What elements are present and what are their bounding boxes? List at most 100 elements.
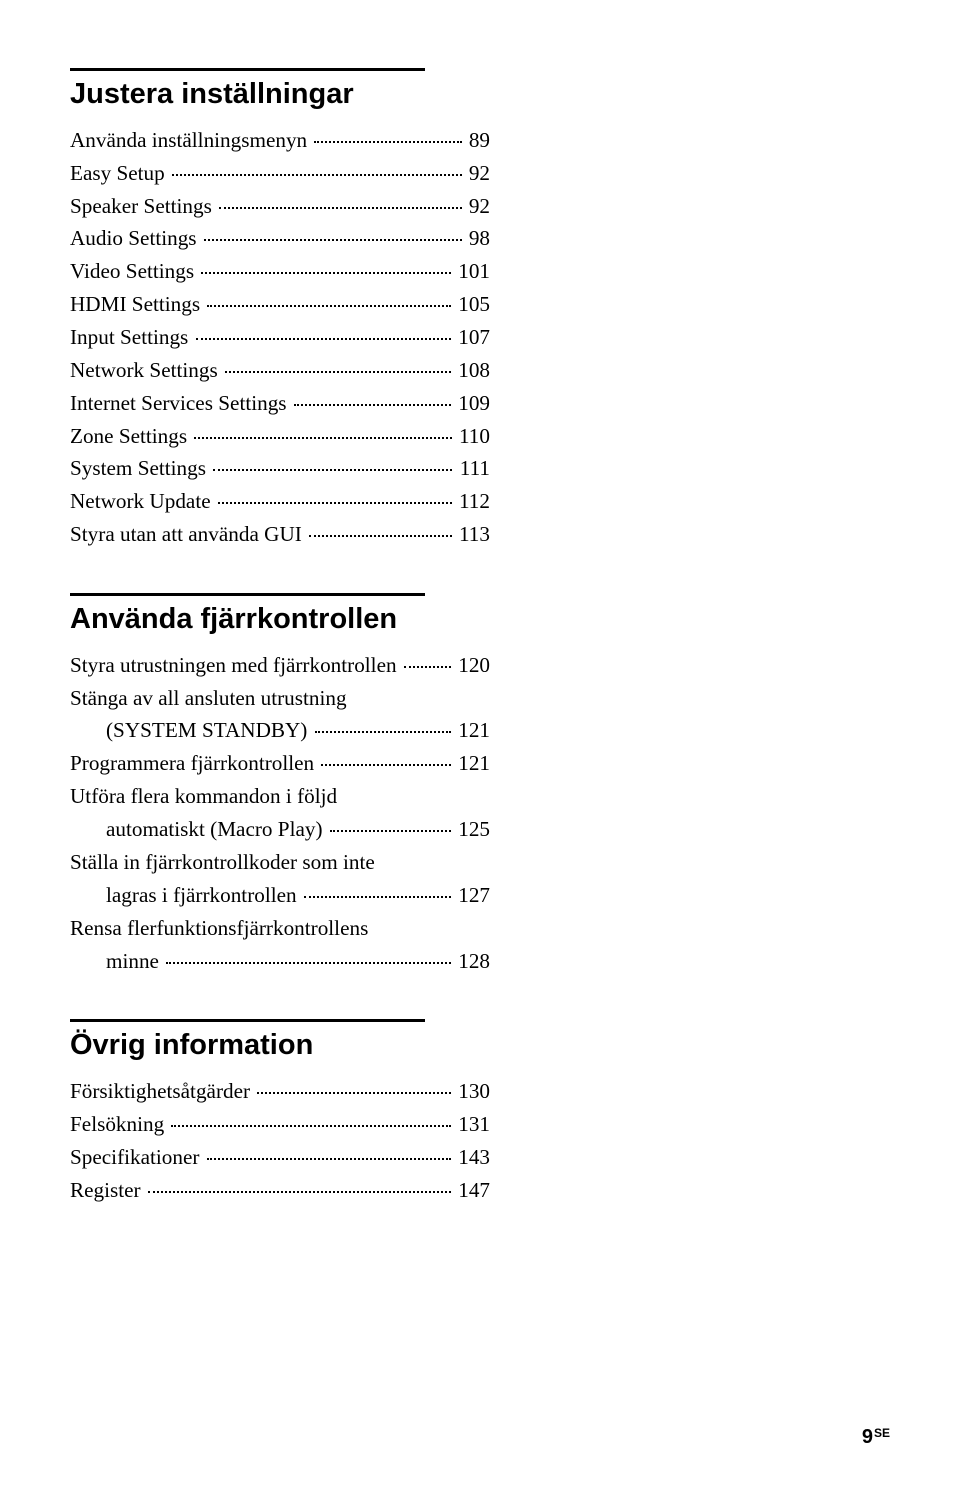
- toc-entry-label: (SYSTEM STANDBY): [70, 714, 307, 747]
- section-heading: Använda fjärrkontrollen: [70, 602, 490, 637]
- toc-entry[interactable]: Stänga av all ansluten utrustning: [70, 682, 490, 715]
- toc-leader-dots: [213, 469, 452, 471]
- toc-entry-page: 125: [458, 813, 490, 846]
- toc-leader-dots: [321, 764, 450, 766]
- toc-leader-dots: [404, 666, 451, 668]
- page-container: Justera inställningar Använda inställnin…: [0, 0, 960, 1497]
- toc-leader-dots: [225, 371, 451, 373]
- toc-entry-page: 147: [458, 1174, 490, 1207]
- toc-entry-label: Utföra flera kommandon i följd: [70, 780, 337, 813]
- toc-entry-label: Input Settings: [70, 321, 188, 354]
- toc-entry[interactable]: Rensa flerfunktionsfjärrkontrollens: [70, 912, 490, 945]
- toc-entry-page: 110: [459, 420, 490, 453]
- toc-entry[interactable]: Video Settings 101: [70, 255, 490, 288]
- toc-entry-label: Programmera fjärrkontrollen: [70, 747, 314, 780]
- toc-entry-page: 112: [459, 485, 490, 518]
- toc-leader-dots: [309, 535, 452, 537]
- toc-entry-label: System Settings: [70, 452, 206, 485]
- toc-entry-label: Speaker Settings: [70, 190, 212, 223]
- toc-entry-page: 113: [459, 518, 490, 551]
- toc-entry-page: 98: [469, 222, 490, 255]
- section-heading: Övrig information: [70, 1028, 490, 1063]
- toc-entry-page: 101: [458, 255, 490, 288]
- toc-entry[interactable]: Specifikationer 143: [70, 1141, 490, 1174]
- toc-entry-label: HDMI Settings: [70, 288, 200, 321]
- toc-leader-dots: [194, 437, 451, 439]
- toc-entry[interactable]: Försiktighetsåtgärder 130: [70, 1075, 490, 1108]
- toc-leader-dots: [171, 1125, 450, 1127]
- toc-entry-page: 109: [458, 387, 490, 420]
- toc-entry[interactable]: minne 128: [70, 945, 490, 978]
- toc-entry-page: 128: [458, 945, 490, 978]
- toc-entry-page: 130: [458, 1075, 490, 1108]
- toc-entry-label: Använda inställningsmenyn: [70, 124, 307, 157]
- toc-leader-dots: [304, 896, 451, 898]
- toc-section: Använda fjärrkontrollen Styra utrustning…: [70, 593, 490, 977]
- toc-entry-label: Stänga av all ansluten utrustning: [70, 682, 347, 715]
- toc-entry[interactable]: Ställa in fjärrkontrollkoder som inte: [70, 846, 490, 879]
- toc-entry-label: Network Update: [70, 485, 211, 518]
- toc-entry-label: Försiktighetsåtgärder: [70, 1075, 250, 1108]
- toc-entry[interactable]: Utföra flera kommandon i följd: [70, 780, 490, 813]
- toc-leader-dots: [257, 1092, 451, 1094]
- toc-entry[interactable]: Styra utrustningen med fjärrkontrollen 1…: [70, 649, 490, 682]
- toc-leader-dots: [294, 404, 451, 406]
- toc-leader-dots: [166, 962, 451, 964]
- toc-entry[interactable]: Network Update 112: [70, 485, 490, 518]
- toc-leader-dots: [204, 239, 462, 241]
- toc-section: Övrig information Försiktighetsåtgärder …: [70, 1019, 490, 1206]
- toc-entry[interactable]: Audio Settings 98: [70, 222, 490, 255]
- toc-leader-dots: [314, 141, 461, 143]
- toc-entry[interactable]: HDMI Settings 105: [70, 288, 490, 321]
- toc-entry-page: 92: [469, 190, 490, 223]
- toc-entry[interactable]: Zone Settings 110: [70, 420, 490, 453]
- toc-entry[interactable]: (SYSTEM STANDBY) 121: [70, 714, 490, 747]
- toc-entry[interactable]: Easy Setup 92: [70, 157, 490, 190]
- toc-entry[interactable]: Styra utan att använda GUI 113: [70, 518, 490, 551]
- toc-entry-label: Internet Services Settings: [70, 387, 287, 420]
- toc-entry-page: 111: [460, 452, 490, 485]
- toc-entry-label: Ställa in fjärrkontrollkoder som inte: [70, 846, 375, 879]
- page-number: 9: [862, 1426, 873, 1448]
- toc-section: Justera inställningar Använda inställnin…: [70, 68, 490, 551]
- toc-entry[interactable]: lagras i fjärrkontrollen 127: [70, 879, 490, 912]
- toc-leader-dots: [330, 830, 451, 832]
- toc-entry[interactable]: Speaker Settings 92: [70, 190, 490, 223]
- toc-entry-label: Felsökning: [70, 1108, 164, 1141]
- toc-entry[interactable]: System Settings 111: [70, 452, 490, 485]
- toc-entry-label: Register: [70, 1174, 141, 1207]
- toc-entry-page: 131: [458, 1108, 490, 1141]
- section-rule: [70, 593, 425, 596]
- page-footer: 9SE: [862, 1426, 890, 1449]
- toc-leader-dots: [219, 207, 461, 209]
- toc-list: Använda inställningsmenyn 89Easy Setup 9…: [70, 124, 490, 551]
- toc-list: Styra utrustningen med fjärrkontrollen 1…: [70, 649, 490, 978]
- toc-leader-dots: [172, 174, 461, 176]
- toc-entry-page: 121: [458, 714, 490, 747]
- toc-entry[interactable]: Internet Services Settings 109: [70, 387, 490, 420]
- toc-leader-dots: [207, 305, 451, 307]
- toc-leader-dots: [218, 502, 452, 504]
- toc-entry-label: Video Settings: [70, 255, 194, 288]
- toc-entry[interactable]: Network Settings 108: [70, 354, 490, 387]
- toc-entry[interactable]: automatiskt (Macro Play) 125: [70, 813, 490, 846]
- toc-entry-label: automatiskt (Macro Play): [70, 813, 323, 846]
- toc-entry[interactable]: Register 147: [70, 1174, 490, 1207]
- toc-leader-dots: [315, 731, 451, 733]
- section-rule: [70, 1019, 425, 1022]
- toc-entry-label: Specifikationer: [70, 1141, 199, 1174]
- toc-list: Försiktighetsåtgärder 130Felsökning 131S…: [70, 1075, 490, 1206]
- section-heading: Justera inställningar: [70, 77, 490, 112]
- page-suffix: SE: [874, 1426, 890, 1440]
- toc-entry[interactable]: Programmera fjärrkontrollen 121: [70, 747, 490, 780]
- toc-entry[interactable]: Felsökning 131: [70, 1108, 490, 1141]
- toc-entry-label: Easy Setup: [70, 157, 165, 190]
- toc-entry[interactable]: Använda inställningsmenyn 89: [70, 124, 490, 157]
- toc-entry[interactable]: Input Settings 107: [70, 321, 490, 354]
- toc-entry-label: minne: [70, 945, 159, 978]
- toc-entry-label: Zone Settings: [70, 420, 187, 453]
- toc-entry-label: Rensa flerfunktionsfjärrkontrollens: [70, 912, 368, 945]
- toc-entry-page: 121: [458, 747, 490, 780]
- toc-entry-label: Audio Settings: [70, 222, 197, 255]
- toc-entry-label: Network Settings: [70, 354, 218, 387]
